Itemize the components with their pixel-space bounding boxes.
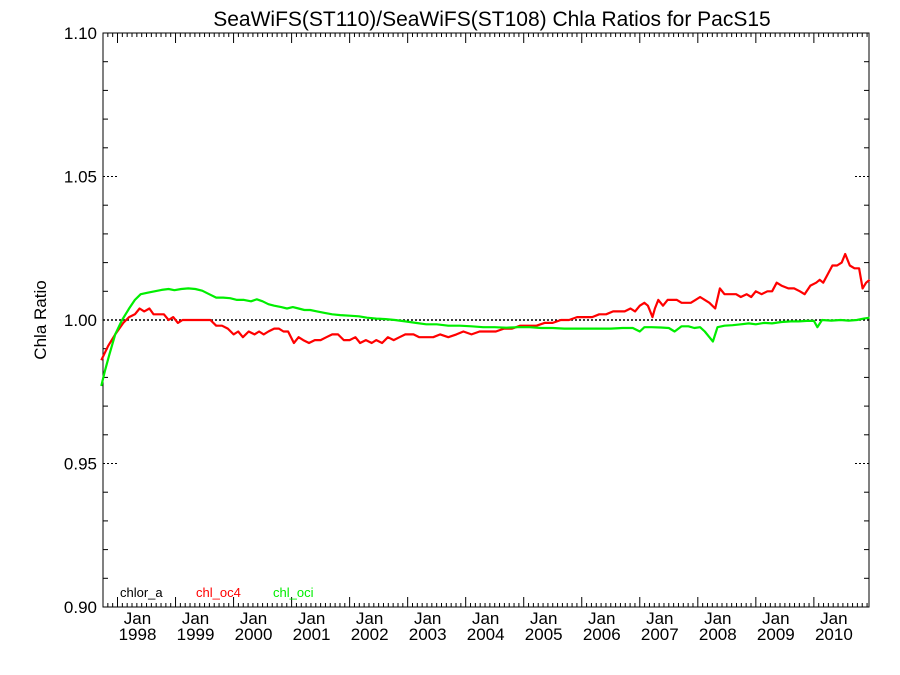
x-tick-label-year: 2001 xyxy=(293,625,331,644)
x-tick-label-year: 2006 xyxy=(583,625,621,644)
x-tick-label-month: Jan xyxy=(588,609,615,628)
x-tick-label-month: Jan xyxy=(240,609,267,628)
y-tick-label: 1.00 xyxy=(64,311,97,330)
legend-entry-chl-oci: chl_oci xyxy=(273,585,314,600)
plot-frame xyxy=(102,32,870,608)
x-tick-label-year: 1998 xyxy=(119,625,157,644)
x-tick-label-year: 2008 xyxy=(699,625,737,644)
y-axis-label: Chla Ratio xyxy=(31,280,50,359)
x-tick-label-year: 2002 xyxy=(351,625,389,644)
y-tick-label: 1.10 xyxy=(64,24,97,43)
x-tick-label-year: 2007 xyxy=(641,625,679,644)
chart-title: SeaWiFS(ST110)/SeaWiFS(ST108) Chla Ratio… xyxy=(213,8,770,31)
x-tick-label-year: 2005 xyxy=(525,625,563,644)
x-tick-label-month: Jan xyxy=(414,609,441,628)
y-tick-label: 0.90 xyxy=(64,598,97,617)
x-tick-label-year: 1999 xyxy=(177,625,215,644)
x-tick-label-year: 2004 xyxy=(467,625,505,644)
legend-entry-chlor-a: chlor_a xyxy=(120,585,163,600)
x-tick-label-month: Jan xyxy=(356,609,383,628)
x-tick-label-year: 2009 xyxy=(757,625,795,644)
series-line-chl-oci xyxy=(100,287,870,387)
plot-area: 0.900.951.001.051.10Jan1998Jan1999Jan200… xyxy=(64,24,871,644)
x-tick-label-month: Jan xyxy=(472,609,499,628)
x-tick-label-month: Jan xyxy=(124,609,151,628)
x-tick-label-month: Jan xyxy=(704,609,731,628)
x-tick-label-month: Jan xyxy=(530,609,557,628)
y-tick-label: 0.95 xyxy=(64,455,97,474)
series-line-chl-oc4 xyxy=(100,252,871,361)
x-tick-label-month: Jan xyxy=(820,609,847,628)
x-tick-label-month: Jan xyxy=(762,609,789,628)
x-tick-label-month: Jan xyxy=(182,609,209,628)
x-tick-label-month: Jan xyxy=(298,609,325,628)
legend-entry-chl-oc4: chl_oc4 xyxy=(196,585,241,600)
y-tick-label: 1.05 xyxy=(64,168,97,187)
x-tick-label-year: 2000 xyxy=(235,625,273,644)
x-tick-label-year: 2010 xyxy=(815,625,853,644)
x-tick-label-month: Jan xyxy=(646,609,673,628)
x-tick-label-year: 2003 xyxy=(409,625,447,644)
